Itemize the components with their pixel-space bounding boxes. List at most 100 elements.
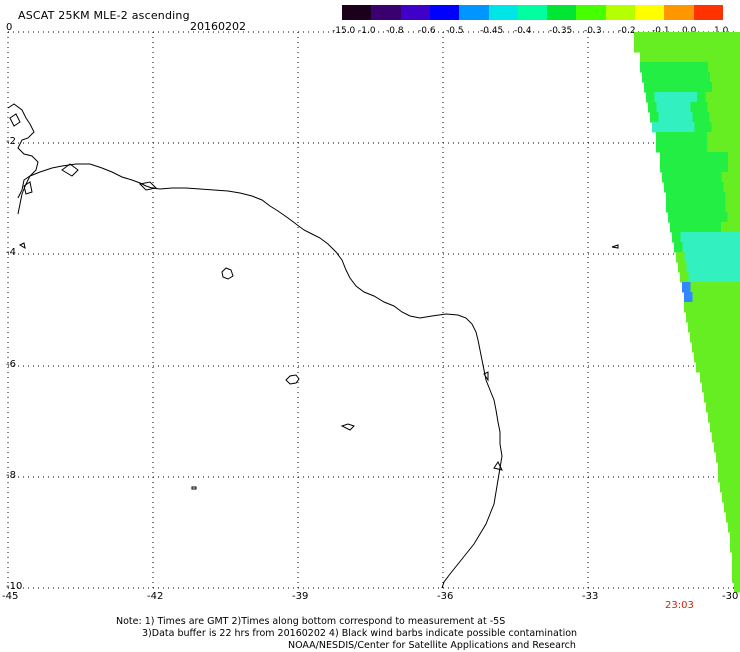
wind-cell <box>661 82 670 93</box>
wind-cell <box>733 142 740 153</box>
wind-cell <box>699 332 708 343</box>
wind-cell <box>710 422 719 433</box>
wind-cell <box>678 82 687 93</box>
wind-cell <box>720 162 729 173</box>
wind-cell <box>729 262 738 273</box>
wind-cell <box>720 122 729 133</box>
wind-cell <box>683 192 692 203</box>
wind-cell <box>712 122 721 133</box>
island-b <box>286 375 299 384</box>
wind-cell <box>668 32 677 43</box>
wind-cell <box>685 32 694 43</box>
latitude-label: -8 <box>6 470 16 481</box>
wind-cell <box>640 62 649 73</box>
wind-cell <box>655 92 664 103</box>
wind-cell <box>736 382 740 393</box>
wind-cell <box>722 492 731 503</box>
wind-cell <box>717 52 726 63</box>
wind-cell <box>653 82 662 93</box>
wind-cell <box>678 262 687 273</box>
wind-cell <box>702 72 711 83</box>
wind-cell <box>716 132 725 143</box>
wind-cell <box>716 332 725 343</box>
wind-cell <box>691 62 700 73</box>
wind-cell <box>723 442 732 453</box>
wind-cell <box>701 292 710 303</box>
wind-cell <box>687 222 696 233</box>
wind-cell <box>726 202 735 213</box>
wind-cell <box>677 32 686 43</box>
wind-cell <box>727 472 736 483</box>
wind-cell <box>721 222 730 233</box>
wind-cell <box>694 42 703 53</box>
wind-cell <box>692 342 701 353</box>
wind-cell <box>726 342 735 353</box>
wind-cell <box>737 352 740 363</box>
wind-cell <box>721 432 730 443</box>
wind-cell <box>694 352 703 363</box>
wind-cell <box>687 262 696 273</box>
wind-cell <box>650 112 659 123</box>
wind-cell <box>689 92 698 103</box>
wind-cell <box>666 202 675 213</box>
wind-cell <box>670 82 679 93</box>
wind-cell <box>671 172 680 183</box>
wind-cell <box>730 222 739 233</box>
wind-cell <box>735 512 740 523</box>
wind-cell <box>726 372 735 383</box>
wind-cell <box>690 142 699 153</box>
wind-cell <box>719 422 728 433</box>
wind-cell <box>660 32 669 43</box>
wind-cell <box>692 192 701 203</box>
wind-cell <box>727 72 736 83</box>
wind-cell <box>724 332 733 343</box>
wind-cell <box>710 112 719 123</box>
wind-cell <box>695 262 704 273</box>
wind-cell <box>652 122 661 133</box>
wind-cell <box>676 112 685 123</box>
wind-cell <box>657 102 666 113</box>
wind-cell <box>735 472 740 483</box>
wind-cell <box>688 172 697 183</box>
wind-cell <box>720 312 729 323</box>
wind-cell <box>710 252 719 263</box>
wind-cell <box>719 212 728 223</box>
wind-cell <box>727 112 736 123</box>
wind-cell <box>725 52 734 63</box>
wind-cell <box>717 202 726 213</box>
wind-cell <box>731 442 740 453</box>
wind-cell <box>731 272 740 283</box>
wind-cell <box>702 42 711 53</box>
wind-cell <box>661 122 670 133</box>
wind-cell <box>709 372 718 383</box>
island-e <box>612 245 618 248</box>
wind-cell <box>733 132 740 143</box>
wind-cell <box>696 172 705 183</box>
wind-cell <box>733 282 740 293</box>
wind-cell <box>723 232 732 243</box>
wind-cell <box>732 182 740 193</box>
wind-cell <box>668 72 677 83</box>
wind-cell <box>691 282 700 293</box>
wind-cell <box>737 522 740 533</box>
wind-cell <box>706 232 715 243</box>
wind-cell <box>709 202 718 213</box>
longitude-label: -45 <box>2 591 18 602</box>
wind-cell <box>722 362 731 373</box>
note-line-1: Note: 1) Times are GMT 2)Times along bot… <box>116 616 577 628</box>
wind-cell <box>674 102 683 113</box>
wind-cell <box>728 42 737 53</box>
wind-cell <box>734 52 740 63</box>
wind-cell <box>644 82 653 93</box>
island-a <box>222 268 233 279</box>
wind-cell <box>700 62 709 73</box>
wind-cell <box>712 82 721 93</box>
wind-cell <box>731 322 740 333</box>
wind-cell <box>703 312 712 323</box>
wind-cell <box>705 362 714 373</box>
wind-cell <box>711 162 720 173</box>
wind-cell <box>735 302 740 313</box>
wind-cell <box>678 122 687 133</box>
wind-cell <box>651 32 660 43</box>
wind-cell <box>701 112 710 123</box>
